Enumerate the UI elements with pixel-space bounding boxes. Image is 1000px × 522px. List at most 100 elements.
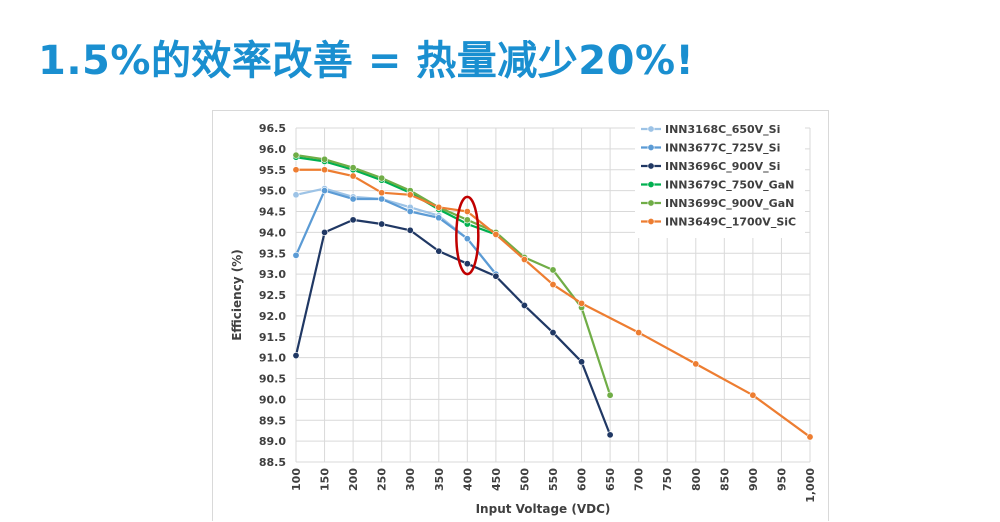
data-point bbox=[321, 228, 329, 236]
data-point bbox=[549, 281, 557, 289]
y-axis-title: Efficiency (%) bbox=[230, 249, 244, 341]
y-tick-label: 92.0 bbox=[259, 310, 286, 323]
data-point bbox=[292, 352, 300, 360]
data-point bbox=[578, 358, 586, 366]
x-tick-label: 750 bbox=[661, 468, 674, 491]
x-tick-label: 450 bbox=[490, 468, 503, 491]
data-point bbox=[463, 235, 471, 243]
x-tick-label: 950 bbox=[775, 468, 788, 491]
data-point bbox=[349, 216, 357, 224]
y-tick-label: 92.5 bbox=[259, 289, 286, 302]
data-point bbox=[463, 216, 471, 224]
data-point bbox=[435, 214, 443, 222]
x-tick-label: 550 bbox=[547, 468, 560, 491]
data-point bbox=[435, 203, 443, 211]
efficiency-chart: 96.5 96.0 95.5 95.0 94.5 94.0 93.5 93.0 92.5 92.0… bbox=[230, 119, 817, 516]
data-point bbox=[520, 256, 528, 264]
data-point bbox=[806, 433, 814, 441]
x-axis-title: Input Voltage (VDC) bbox=[476, 502, 611, 516]
legend-marker bbox=[647, 162, 655, 170]
data-point bbox=[492, 230, 500, 238]
x-tick-label: 800 bbox=[690, 468, 703, 491]
data-point bbox=[292, 251, 300, 259]
data-point bbox=[463, 208, 471, 216]
x-tick-label: 900 bbox=[747, 468, 760, 491]
legend-label: INN3677C_725V_Si bbox=[665, 142, 780, 155]
data-point bbox=[549, 266, 557, 274]
y-tick-label: 93.0 bbox=[259, 268, 286, 281]
x-tick-label: 150 bbox=[319, 468, 332, 491]
legend-marker bbox=[647, 181, 655, 189]
series-line bbox=[295, 156, 497, 236]
slide-title: 1.5%的效率改善 = 热量减少20%! bbox=[38, 38, 695, 84]
data-point bbox=[292, 151, 300, 159]
data-point bbox=[578, 299, 586, 307]
legend-marker bbox=[647, 143, 655, 151]
data-point bbox=[378, 195, 386, 203]
x-tick-label: 200 bbox=[347, 468, 360, 491]
data-point bbox=[321, 155, 329, 163]
data-point bbox=[463, 260, 471, 268]
data-point bbox=[406, 226, 414, 234]
y-tick-label: 96.0 bbox=[259, 143, 286, 156]
legend-label: INN3168C_650V_Si bbox=[665, 123, 780, 136]
data-point bbox=[378, 189, 386, 197]
y-tick-label: 91.0 bbox=[259, 352, 286, 365]
y-tick-label: 95.0 bbox=[259, 185, 286, 198]
x-tick-label: 300 bbox=[404, 468, 417, 491]
data-point bbox=[749, 391, 757, 399]
x-tick-label: 850 bbox=[718, 468, 731, 491]
legend-marker bbox=[647, 125, 655, 133]
highlight-ellipse bbox=[455, 195, 480, 276]
y-tick-label: 89.5 bbox=[259, 414, 286, 427]
y-tick-label: 96.5 bbox=[259, 122, 286, 135]
data-point bbox=[378, 174, 386, 182]
x-tick-label: 650 bbox=[604, 468, 617, 491]
series-line bbox=[294, 218, 612, 436]
x-tick-label: 600 bbox=[576, 468, 589, 491]
y-tick-label: 91.5 bbox=[259, 331, 286, 344]
data-point bbox=[549, 329, 557, 337]
data-point bbox=[406, 191, 414, 199]
legend-label: INN3679C_750V_GaN bbox=[665, 179, 794, 192]
x-tick-label: 400 bbox=[461, 468, 474, 491]
data-point bbox=[321, 166, 329, 174]
y-tick-label: 90.0 bbox=[259, 393, 286, 406]
y-tick-label: 88.5 bbox=[259, 456, 286, 469]
data-point bbox=[378, 220, 386, 228]
x-tick-label: 1,000 bbox=[804, 468, 817, 503]
x-tick-label: 250 bbox=[376, 468, 389, 491]
data-point bbox=[606, 431, 614, 439]
series-line bbox=[294, 189, 497, 275]
chart-frame: 96.5 96.0 95.5 95.0 94.5 94.0 93.5 93.0 92.5 92.0… bbox=[212, 110, 829, 521]
y-tick-label: 94.5 bbox=[259, 206, 286, 219]
x-tick-label: 700 bbox=[633, 468, 646, 491]
data-point bbox=[692, 360, 700, 368]
x-tick-label: 350 bbox=[433, 468, 446, 491]
series-line bbox=[295, 154, 612, 396]
legend-marker bbox=[647, 218, 655, 226]
y-tick-label: 94.0 bbox=[259, 226, 286, 239]
data-point bbox=[435, 247, 443, 255]
y-tick-label: 89.0 bbox=[259, 435, 286, 448]
data-point bbox=[349, 172, 357, 180]
data-point bbox=[292, 191, 300, 199]
data-point bbox=[349, 195, 357, 203]
legend-label: INN3696C_900V_Si bbox=[665, 160, 780, 173]
data-point bbox=[349, 164, 357, 172]
data-point bbox=[492, 272, 500, 280]
data-point bbox=[292, 166, 300, 174]
data-point bbox=[606, 391, 614, 399]
y-tick-label: 90.5 bbox=[259, 373, 286, 386]
legend-marker bbox=[647, 199, 655, 207]
data-point bbox=[520, 301, 528, 309]
legend-background bbox=[635, 119, 805, 238]
data-point bbox=[406, 208, 414, 216]
data-point bbox=[321, 187, 329, 195]
y-tick-label: 93.5 bbox=[259, 247, 286, 260]
data-point bbox=[635, 329, 643, 337]
x-tick-label: 500 bbox=[518, 468, 531, 491]
legend-label: INN3699C_900V_GaN bbox=[665, 197, 794, 210]
x-tick-label: 100 bbox=[290, 468, 303, 491]
y-tick-label: 95.5 bbox=[259, 164, 286, 177]
